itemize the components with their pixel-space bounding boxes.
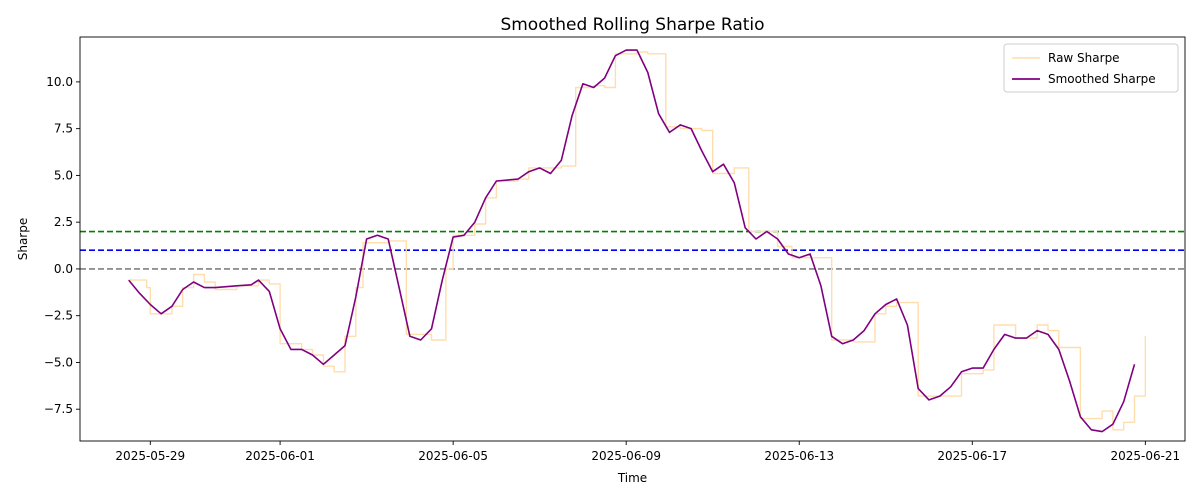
- x-tick-label: 2025-06-05: [418, 449, 488, 463]
- axes-frame: [79, 36, 1186, 442]
- y-tick-label: −5.0: [44, 355, 73, 369]
- y-tick-label: 5.0: [54, 168, 73, 182]
- x-axis-label: Time: [617, 471, 647, 485]
- chart-title: Smoothed Rolling Sharpe Ratio: [500, 15, 764, 35]
- x-tick-label: 2025-06-01: [245, 449, 315, 463]
- legend-box: [1003, 43, 1179, 93]
- y-tick-label: 2.5: [54, 215, 73, 229]
- plot-area: 2025-05-29 2025-06-01 2025-06-05 2025-06-09…: [16, 15, 1186, 485]
- series-line-1: [128, 49, 1136, 433]
- y-axis-label: Sharpe: [16, 218, 30, 261]
- legend-label: Raw Sharpe: [1048, 51, 1120, 65]
- series-line-0: [128, 51, 1146, 431]
- y-tick-label: 0.0: [54, 262, 73, 276]
- x-tick-label: 2025-06-21: [1110, 449, 1180, 463]
- legend-label: Smoothed Sharpe: [1048, 72, 1156, 86]
- y-tick-label: −2.5: [44, 309, 73, 323]
- x-tick-label: 2025-06-13: [764, 449, 834, 463]
- x-tick-label: 2025-06-09: [591, 449, 661, 463]
- x-tick-label: 2025-06-17: [937, 449, 1007, 463]
- y-tick-label: 7.5: [54, 122, 73, 136]
- y-tick-label: 10.0: [46, 75, 73, 89]
- y-tick-label: −7.5: [44, 402, 73, 416]
- x-tick-label: 2025-05-29: [115, 449, 185, 463]
